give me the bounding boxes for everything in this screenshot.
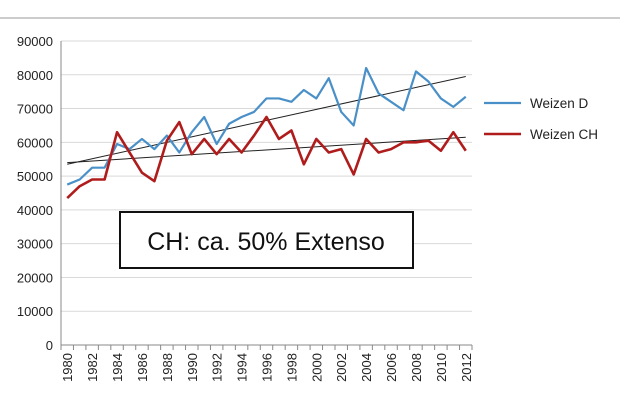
axes [60, 41, 473, 350]
x-tick-label: 2010 [434, 353, 449, 382]
y-tick-label: 60000 [17, 135, 53, 150]
y-tick-label: 70000 [17, 102, 53, 117]
x-axis-tick-labels: 1980 1982 1984 1986 1988 1990 1992 1994 1996 1998… [60, 353, 474, 382]
x-tick-label: 1982 [85, 353, 100, 382]
trendlines [67, 75, 466, 165]
x-tick-label: 1986 [135, 353, 150, 382]
x-tick-label: 1998 [284, 353, 299, 382]
y-tick-label: 30000 [17, 237, 53, 252]
series-lines [66, 66, 467, 200]
trendline [67, 75, 466, 165]
x-tick-label: 1996 [260, 353, 275, 382]
x-tick-label: 1980 [60, 353, 75, 382]
legend-label: Weizen D [530, 96, 589, 111]
annotation-box-frame [119, 211, 414, 269]
x-tick-label: 2012 [459, 353, 474, 382]
y-tick-label: 80000 [17, 68, 53, 83]
y-tick-label: 20000 [17, 270, 53, 285]
x-tick-label: 2000 [309, 353, 324, 382]
legend: Weizen D Weizen CH [484, 96, 598, 142]
y-tick-label: 0 [46, 338, 53, 353]
y-tick-label: 90000 [17, 34, 53, 49]
x-tick-label: 2004 [359, 353, 374, 382]
x-tick-label: 2008 [409, 353, 424, 382]
x-tick-label: 1984 [110, 353, 125, 382]
x-tick-label: 1988 [160, 353, 175, 382]
x-tick-label: 1992 [210, 353, 225, 382]
y-tick-label: 10000 [17, 304, 53, 319]
legend-label: Weizen CH [530, 127, 598, 142]
y-tick-label: 40000 [17, 203, 53, 218]
series-line-2 [66, 115, 467, 200]
grid-lines [61, 40, 472, 312]
annotation-text: CH: ca. 50% Extenso [147, 228, 385, 256]
x-tick-label: 2006 [384, 353, 399, 382]
y-tick-label: 50000 [17, 169, 53, 184]
x-tick-label: 2002 [334, 353, 349, 382]
y-axis-tick-labels: 0 10000 20000 30000 40000 50000 60000 70000 8000… [17, 34, 53, 353]
annotation-box: CH: ca. 50% Extenso [119, 211, 414, 269]
x-tick-label: 1994 [235, 353, 250, 382]
x-tick-label: 1990 [185, 353, 200, 382]
series-line-1 [66, 66, 467, 186]
